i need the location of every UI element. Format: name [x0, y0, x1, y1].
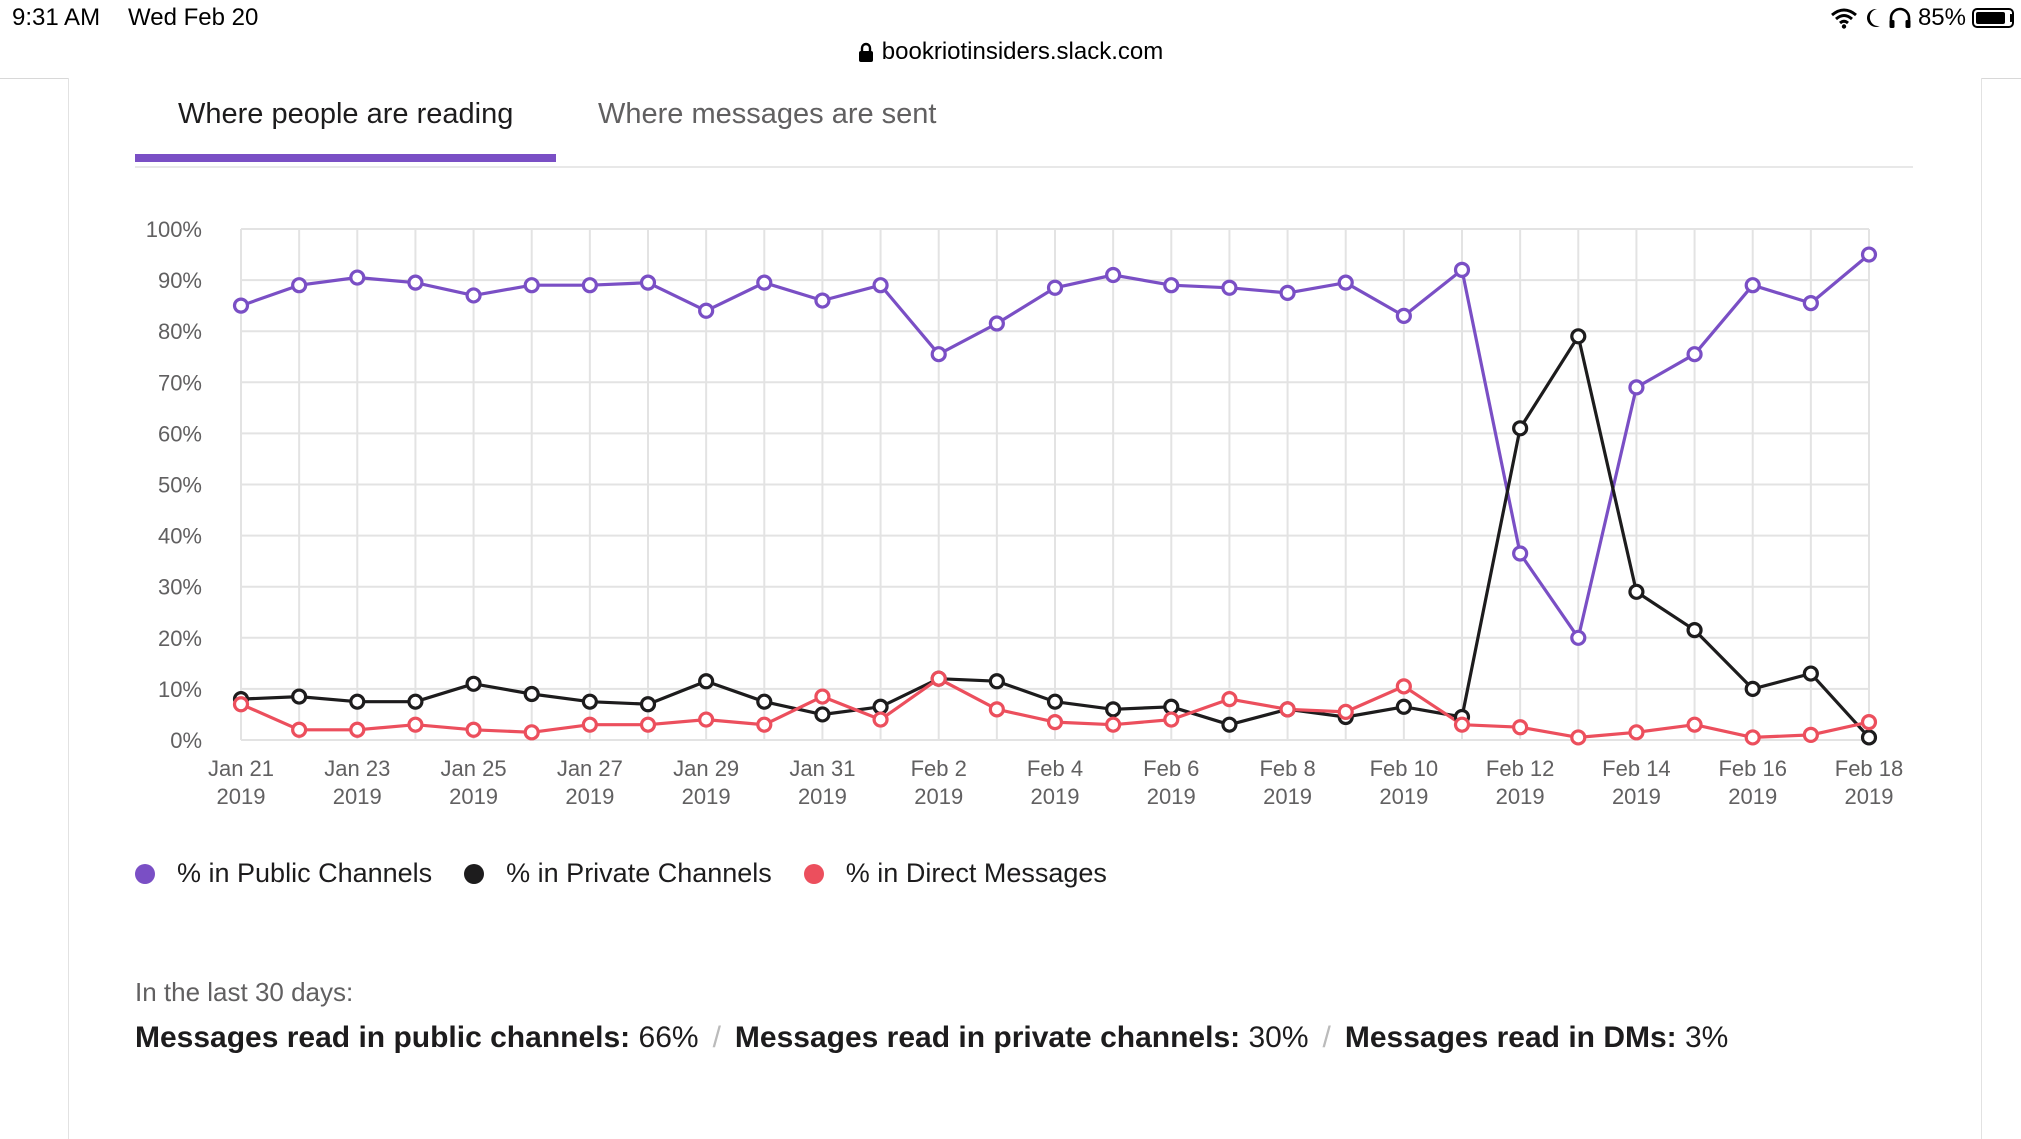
summary-separator: /: [712, 1021, 721, 1054]
status-date: Wed Feb 20: [128, 4, 259, 31]
summary-private-label: Messages read in private channels:: [734, 1021, 1241, 1054]
stats-panel: [68, 78, 1982, 1139]
legend-dm-label: % in Direct Messages: [845, 858, 1107, 888]
tab-where-messages-are-sent[interactable]: Where messages are sent: [598, 98, 937, 130]
summary-dm-label: Messages read in DMs:: [1344, 1021, 1677, 1054]
summary-line: Messages read in public channels: 66% / Me…: [135, 1021, 1728, 1055]
active-tab-indicator: [135, 154, 556, 162]
wifi-icon: [1830, 8, 1857, 29]
summary-dm-value: 3%: [1685, 1021, 1729, 1054]
legend-direct-messages: % in Direct Messages: [803, 858, 1107, 889]
chart-legend: % in Public Channels % in Private Channe…: [135, 858, 1139, 889]
url-text: bookriotinsiders.slack.com: [881, 38, 1164, 65]
battery-icon: [1972, 8, 2014, 28]
legend-public-channels: % in Public Channels: [135, 858, 432, 889]
moon-icon: [1866, 8, 1880, 27]
summary-public-label: Messages read in public channels:: [135, 1021, 631, 1054]
legend-private-label: % in Private Channels: [506, 858, 772, 888]
lock-icon: [858, 42, 873, 62]
tab-bar: Where people are reading Where messages …: [135, 90, 1913, 168]
status-icons: 85%: [1830, 4, 2014, 32]
legend-private-channels: % in Private Channels: [464, 858, 772, 889]
status-time: 9:31 AM: [12, 4, 101, 31]
legend-public-label: % in Public Channels: [177, 858, 433, 888]
summary-separator: /: [1322, 1021, 1331, 1054]
legend-private-dot: [464, 863, 485, 884]
summary-private-value: 30%: [1248, 1021, 1309, 1054]
summary-public-value: 66%: [638, 1021, 699, 1054]
address-bar[interactable]: bookriotinsiders.slack.com: [0, 38, 2021, 66]
headphones-icon: [1889, 7, 1911, 28]
summary-intro: In the last 30 days:: [135, 977, 354, 1007]
legend-dm-dot: [803, 863, 824, 884]
legend-public-dot: [135, 863, 155, 884]
tab-where-people-are-reading[interactable]: Where people are reading: [178, 98, 514, 130]
battery-percent: 85%: [1917, 4, 1966, 31]
status-bar: 9:31 AM Wed Feb 20 bookriotinsiders.slac…: [0, 0, 2021, 79]
